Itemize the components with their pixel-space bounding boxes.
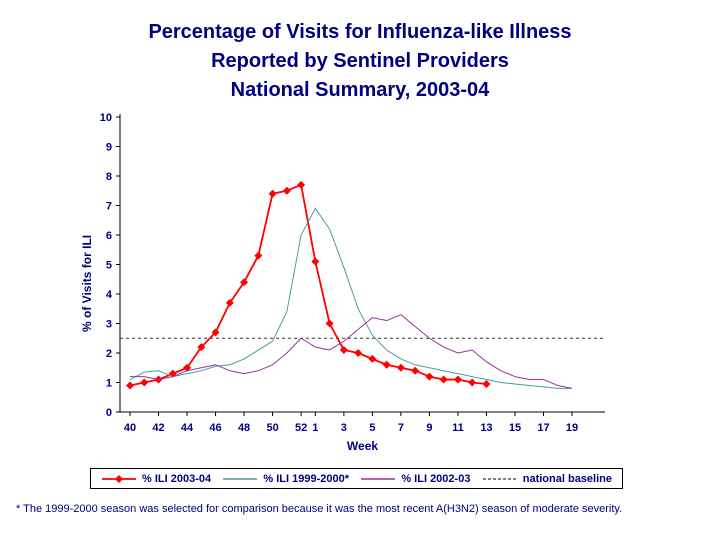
footnote: * The 1999-2000 season was selected for … (16, 503, 623, 515)
x-tick-label: 1 (312, 422, 318, 434)
x-axis-label: Week (346, 439, 379, 453)
y-tick-label: 6 (106, 230, 112, 242)
series-marker-0 (339, 346, 348, 355)
x-tick-label: 48 (238, 422, 250, 434)
legend-item-ili-1999-2000: % ILI 1999-2000* (222, 473, 349, 485)
series-marker-0 (439, 375, 448, 384)
series-marker-0 (240, 278, 249, 287)
y-tick-label: 1 (106, 378, 112, 390)
series-marker-0 (468, 378, 477, 387)
series-marker-0 (183, 363, 192, 372)
y-tick-label: 8 (106, 171, 112, 183)
series-marker-0 (197, 343, 206, 352)
x-tick-label: 13 (480, 422, 492, 434)
series-marker-0 (282, 186, 291, 195)
series-marker-0 (325, 319, 334, 328)
y-tick-label: 2 (106, 348, 112, 360)
y-tick-label: 3 (106, 319, 112, 331)
series-marker-0 (453, 375, 462, 384)
series-line-0 (129, 183, 487, 387)
chart-title-line3: National Summary, 2003-04 (230, 79, 490, 101)
y-tick-label: 9 (106, 142, 112, 154)
series-marker-0 (354, 349, 363, 357)
x-tick-label: 11 (452, 422, 464, 434)
series-marker-0 (425, 372, 434, 381)
series-marker-0 (140, 378, 149, 387)
chart-title-line2: Reported by Sentinel Providers (211, 50, 509, 72)
series-marker-0 (297, 180, 306, 189)
y-tick-label: 0 (106, 407, 112, 419)
x-tick-label: 5 (369, 422, 375, 434)
series-marker-0 (126, 381, 134, 390)
legend-label-1999-2000: % ILI 1999-2000* (263, 472, 350, 485)
y-tick-label: 5 (106, 260, 112, 272)
y-tick-label: 4 (106, 289, 113, 301)
legend-line-2002-03-icon (361, 477, 396, 480)
x-tick-label: 7 (398, 422, 404, 434)
legend-line-baseline-icon (482, 477, 517, 480)
legend-line-2003-04-icon (102, 474, 136, 483)
series-marker-0 (311, 257, 320, 266)
y-tick-label: 7 (106, 201, 112, 213)
y-tick-label: 10 (100, 112, 112, 124)
series-marker-0 (368, 354, 377, 363)
legend-label-2003-04: % ILI 2003-04 (142, 472, 212, 485)
x-tick-label: 40 (124, 422, 136, 434)
series-marker-0 (254, 251, 263, 260)
x-tick-label: 3 (341, 422, 347, 434)
legend-item-national-baseline: national baseline (482, 473, 612, 485)
x-tick-label: 44 (181, 422, 194, 434)
series-marker-0 (225, 298, 234, 307)
x-tick-label: 19 (566, 422, 578, 434)
series-marker-0 (211, 328, 220, 337)
chart-title-line1: Percentage of Visits for Influenza-like … (148, 21, 572, 43)
series-line-2 (130, 314, 573, 389)
series-marker-0 (482, 379, 491, 388)
series-marker-0 (396, 363, 405, 372)
series-marker-0 (411, 366, 420, 375)
legend-label-baseline: national baseline (522, 472, 612, 485)
x-tick-label: 52 (295, 422, 307, 434)
legend-line-1999-2000-icon (223, 477, 258, 480)
chart-legend: % ILI 2003-04 % ILI 1999-2000* % ILI 200… (90, 468, 623, 489)
series-marker-0 (382, 360, 391, 369)
x-tick-label: 50 (266, 422, 278, 434)
x-tick-label: 46 (209, 422, 221, 434)
series-marker-0 (268, 189, 277, 198)
x-tick-label: 9 (426, 422, 432, 434)
series-line-1 (129, 207, 572, 389)
legend-label-2002-03: % ILI 2002-03 (401, 472, 471, 485)
chart-title: Percentage of Visits for Influenza-like … (0, 18, 720, 105)
x-tick-label: 17 (537, 422, 549, 434)
x-tick-label: 15 (509, 422, 521, 434)
legend-item-ili-2002-03: % ILI 2002-03 (360, 473, 470, 485)
x-tick-label: 42 (152, 422, 164, 434)
legend-item-ili-2003-04: % ILI 2003-04 (101, 473, 211, 485)
